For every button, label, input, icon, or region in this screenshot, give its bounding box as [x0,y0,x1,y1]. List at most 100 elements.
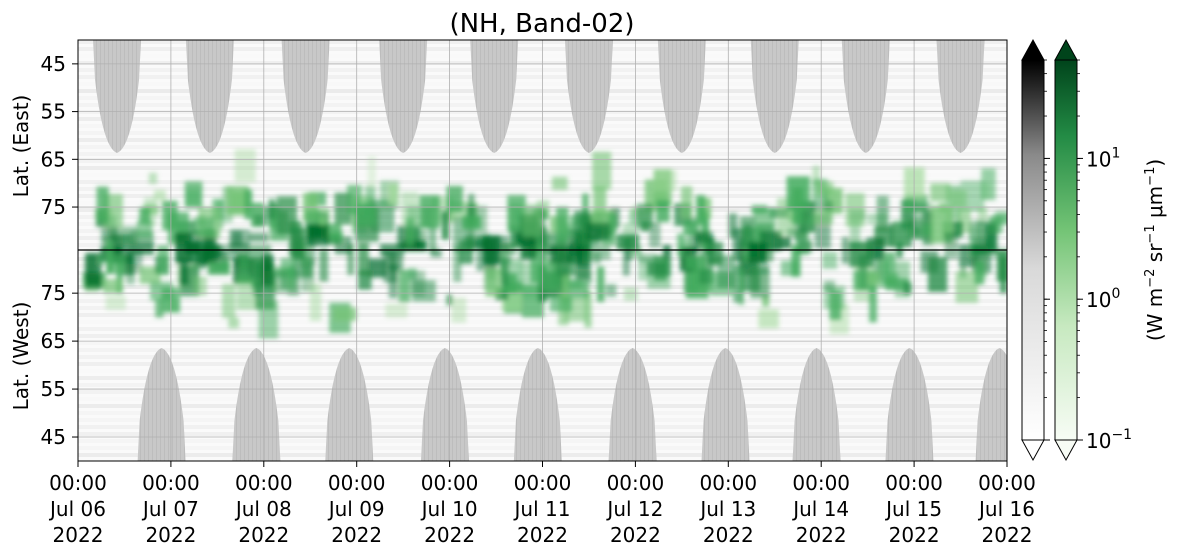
x-tick-label-line: Jul 13 [698,497,756,521]
radiance-cell [96,186,109,223]
x-tick-label-line: 00:00 [328,471,386,495]
radiance-cell [798,240,813,253]
colorbar-tick-base: 10 [1086,429,1111,453]
radiance-cell [139,207,151,224]
x-tick-label-line: Jul 06 [48,497,106,521]
radiance-cell [974,260,985,285]
nodata-region [608,348,657,461]
x-tick-label-line: 2022 [238,523,289,547]
radiance-cell [485,268,502,297]
radiance-cell [398,269,411,302]
radiance-cell [653,170,677,192]
colorbar-tick-exponent: 0 [1111,286,1120,302]
radiance-cell [893,220,910,247]
x-tick-label-line: 2022 [331,523,382,547]
radiance-cell [540,226,548,260]
radiance-cell [220,257,230,267]
colorbar-greys-extend-min [1021,439,1045,462]
radiance-cell [681,186,693,219]
nodata-region [137,348,186,461]
x-tick-label-line: 2022 [889,523,940,547]
radiance-cell [699,197,712,219]
radiance-cell [728,213,738,238]
radiance-cell [580,216,591,244]
x-tick-label: 00:00 Jul 10 2022 [420,471,479,547]
radiance-cell [365,185,376,217]
x-tick-label-line: Jul 16 [977,497,1035,521]
y-tick-label: 75 [41,195,66,219]
x-tick-label: 00:00 Jul 06 2022 [48,471,107,547]
nodata-region [841,40,890,153]
radiance-cell [451,297,467,323]
x-tick-label-line: 00:00 [792,471,850,495]
radiance-cell [309,283,322,321]
radiance-cell [930,183,951,202]
radiance-cell [762,295,770,307]
radiance-cell [813,210,834,225]
x-tick-label-line: 00:00 [235,471,293,495]
radiance-cell [428,225,437,253]
radiance-cell [385,303,408,318]
x-tick-label-line: 00:00 [699,471,757,495]
x-tick-label-line: 00:00 [514,471,572,495]
radiance-cell [592,151,612,190]
radiance-cell [157,245,169,276]
x-tick-label-line: 2022 [517,523,568,547]
nodata-region [420,348,469,461]
radiance-cell [977,207,988,220]
y-label-east: Lat. (East) [9,95,33,198]
radiance-cell [239,253,249,282]
radiance-cell [148,172,158,184]
radiance-cell [116,261,123,294]
nodata-region [885,348,934,461]
radiance-cell [993,213,1007,225]
radiance-cell [466,239,488,250]
radiance-cell [500,257,510,286]
radiance-cell [193,276,207,296]
radiance-cell [347,243,354,275]
radiance-cell [638,253,656,263]
radiance-cell [254,214,275,226]
radiance-cell [582,193,589,218]
radiance-cell [248,232,269,242]
nodata-region [657,40,706,153]
radiance-cell [266,270,288,294]
radiance-cell [582,239,592,264]
radiance-cell [812,165,820,186]
nodata-region [564,40,613,153]
radiance-cell [306,225,329,246]
radiance-cell [753,207,776,231]
x-tick-label: 00:00 Jul 15 2022 [884,471,943,547]
x-tick-label-line: 2022 [796,523,847,547]
radiance-cell [780,260,799,276]
nodata-region [232,348,281,461]
radiance-cell [955,271,979,303]
nodata-region [975,348,1007,461]
y-label-west: Lat. (West) [9,302,33,411]
radiance-cell [208,261,231,275]
x-tick-label-line: Jul 08 [234,497,292,521]
radiance-cell [849,241,874,267]
colorbar-tick-label: 10−1 [1086,427,1132,453]
y-tick-label: 45 [41,425,66,449]
radiance-cell [347,184,362,215]
radiance-cell [244,189,253,220]
colorbar-tick-label: 101 [1086,145,1120,171]
radiance-cell [849,219,861,249]
radiance-cell [623,287,638,301]
radiance-cell [258,300,279,339]
nodata-region [281,40,330,153]
radiance-cell [103,279,123,294]
nodata-region [513,348,562,461]
radiance-cell [555,240,569,261]
radiance-cell [222,283,236,318]
nodata-region [750,40,799,153]
radiance-cell [262,254,274,286]
radiance-cell [780,236,791,249]
x-tick-label: 00:00 Jul 07 2022 [141,471,200,547]
radiance-cell [562,275,570,302]
radiance-cell [638,258,649,281]
radiance-cell [813,200,833,212]
radiance-cell [622,238,630,276]
radiance-cell [697,209,709,248]
